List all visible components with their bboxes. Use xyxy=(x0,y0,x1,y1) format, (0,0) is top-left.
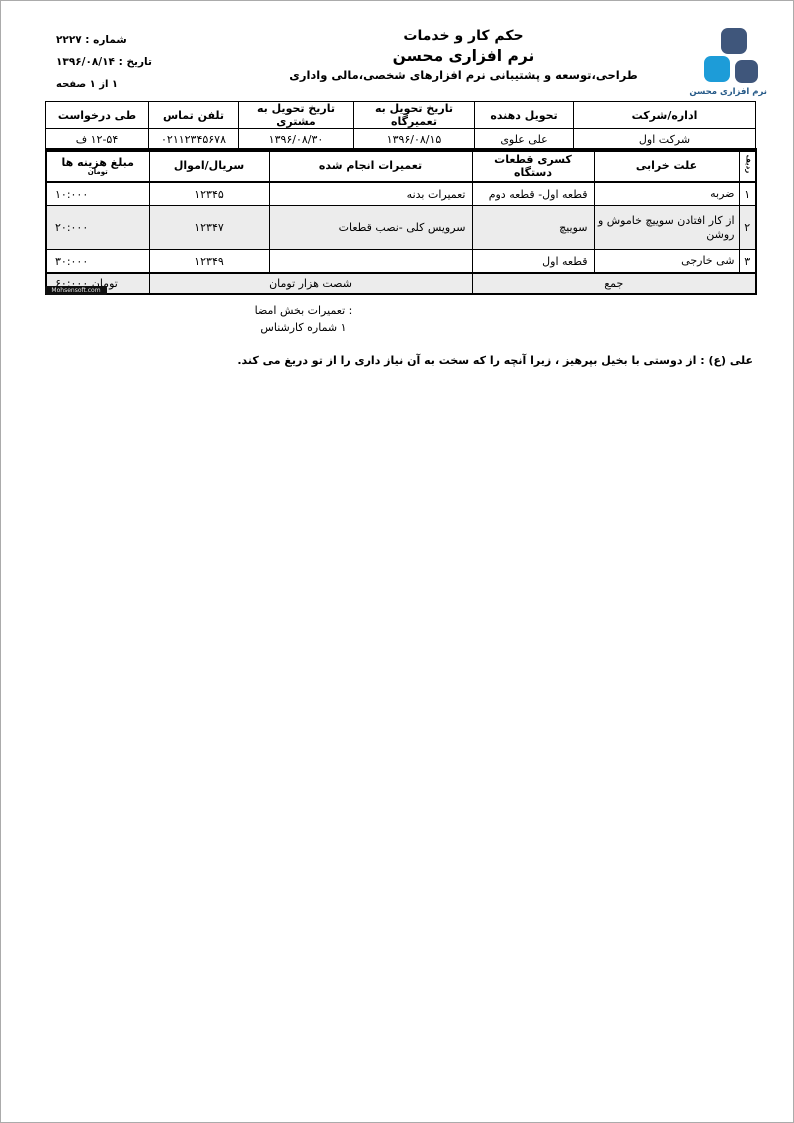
document-number: شماره : ۲۲۲۷ xyxy=(56,34,127,46)
info-label-date-to-customer: تاریخ تحویل به مشتری xyxy=(238,101,354,129)
logo-square-dark-top xyxy=(721,28,747,54)
info-header-row: اداره/شرکت تحویل دهنده تاریخ تحویل به تع… xyxy=(45,101,756,129)
col-header-amount: مبلغ هزینه ها تومان xyxy=(45,148,150,183)
total-row: جمع شصت هزار تومان ۶۰:۰۰۰ تومان xyxy=(45,272,757,295)
document-date: تاریخ : ۱۳۹۶/۰۸/۱۴ xyxy=(56,56,152,68)
repairs-header-row: ردیف علت خرابی کسری قطعات دستگاه تعمیرات… xyxy=(45,148,757,183)
cell-missing-parts: سوییچ xyxy=(471,205,595,250)
info-table: اداره/شرکت تحویل دهنده تاریخ تحویل به تع… xyxy=(45,101,756,152)
table-row: ۲ از کار افتادن سوییچ خاموش و روشن سوییچ… xyxy=(45,205,757,250)
cell-amount: ۲۰:۰۰۰ xyxy=(45,205,150,250)
cell-amount: ۱۰:۰۰۰ xyxy=(45,181,150,206)
info-label-date-to-shop: تاریخ تحویل به تعمیرگاه xyxy=(353,101,475,129)
cell-serial: ۱۲۳۴۷ xyxy=(148,205,270,250)
cell-serial: ۱۲۳۴۹ xyxy=(148,249,270,274)
col-header-serial: سریال/اموال xyxy=(148,148,270,183)
info-label-request: طی درخواست xyxy=(45,101,149,129)
footer-quote: علی (ع) : از دوستی با بخیل بپرهیز ، زیرا… xyxy=(237,354,753,367)
cell-missing-parts: قطعه اول xyxy=(471,249,595,274)
company-name: نرم افزاری محسن xyxy=(392,47,535,65)
watermark-badge: Mohsensoft.com xyxy=(45,286,107,295)
row-number-vertical-label: ردیف xyxy=(743,154,752,174)
info-value-row: شرکت اول علی علوی ۱۳۹۶/۰۸/۱۵ ۱۳۹۶/۰۸/۳۰ … xyxy=(45,128,756,151)
logo-squares-icon xyxy=(699,28,767,85)
total-in-words: شصت هزار تومان xyxy=(148,272,473,295)
cell-cause: از کار افتادن سوییچ خاموش و روشن xyxy=(593,205,740,250)
signature-expert: کارشناس شماره ۱ xyxy=(260,321,347,334)
signature-block: امضا بخش تعمیرات : کارشناس شماره ۱ xyxy=(176,302,431,336)
cell-repairs-done: سرویس کلی -نصب قطعات xyxy=(268,205,473,250)
info-value-phone: ۰۲۱۱۲۳۴۵۶۷۸ xyxy=(148,128,239,151)
col-header-repairs-done: تعمیرات انجام شده xyxy=(268,148,473,183)
col-header-missing-parts: کسری قطعات دستگاه xyxy=(471,148,595,183)
title-block: حکم کار و خدمات نرم افزاری محسن طراحی،تو… xyxy=(236,27,691,83)
info-label-deliverer: تحویل دهنده xyxy=(474,101,574,129)
table-row: ۱ ضربه قطعه اول- قطعه دوم تعمیرات بدنه ۱… xyxy=(45,181,757,206)
info-label-phone: تلفن تماس xyxy=(148,101,239,129)
cell-cause: ضربه xyxy=(593,181,740,206)
info-value-request-text: ف ۱۲-۵۴ xyxy=(75,132,119,146)
logo-text: نرم افزاری محسن xyxy=(689,87,767,97)
col-header-row-number: ردیف xyxy=(738,148,757,183)
cell-amount: ۳۰:۰۰۰ xyxy=(45,249,150,274)
document-title: حکم کار و خدمات xyxy=(403,28,524,44)
repairs-table: ردیف علت خرابی کسری قطعات دستگاه تعمیرات… xyxy=(45,148,757,295)
cell-row-number: ۲ xyxy=(738,205,757,250)
logo-square-light xyxy=(704,56,730,82)
cell-row-number: ۱ xyxy=(738,181,757,206)
cell-missing-parts: قطعه اول- قطعه دوم xyxy=(471,181,595,206)
logo-square-dark-right xyxy=(735,60,758,83)
signature-title: امضا بخش تعمیرات : xyxy=(254,304,353,317)
cell-serial: ۱۲۳۴۵ xyxy=(148,181,270,206)
company-tagline: طراحی،توسعه و پشتیبانی نرم افزارهای شخصی… xyxy=(289,68,638,82)
company-logo: نرم افزاری محسن xyxy=(689,28,767,97)
info-label-company: اداره/شرکت xyxy=(573,101,756,129)
table-row: ۳ شی خارجی قطعه اول ۱۲۳۴۹ ۳۰:۰۰۰ xyxy=(45,249,757,274)
total-label: جمع xyxy=(471,272,757,295)
col-header-cause: علت خرابی xyxy=(593,148,740,183)
meta-block: شماره : ۲۲۲۷ تاریخ : ۱۳۹۶/۰۸/۱۴ صفحه ۱ ا… xyxy=(56,34,231,100)
cell-repairs-done: تعمیرات بدنه xyxy=(268,181,473,206)
amount-header-text: مبلغ هزینه ها xyxy=(61,155,134,169)
amount-header-unit: تومان xyxy=(87,167,108,176)
cell-cause: شی خارجی xyxy=(593,249,740,274)
page-number-info: صفحه ۱ از ۱ xyxy=(56,79,118,90)
cell-repairs-done xyxy=(268,249,473,274)
cell-row-number: ۳ xyxy=(738,249,757,274)
